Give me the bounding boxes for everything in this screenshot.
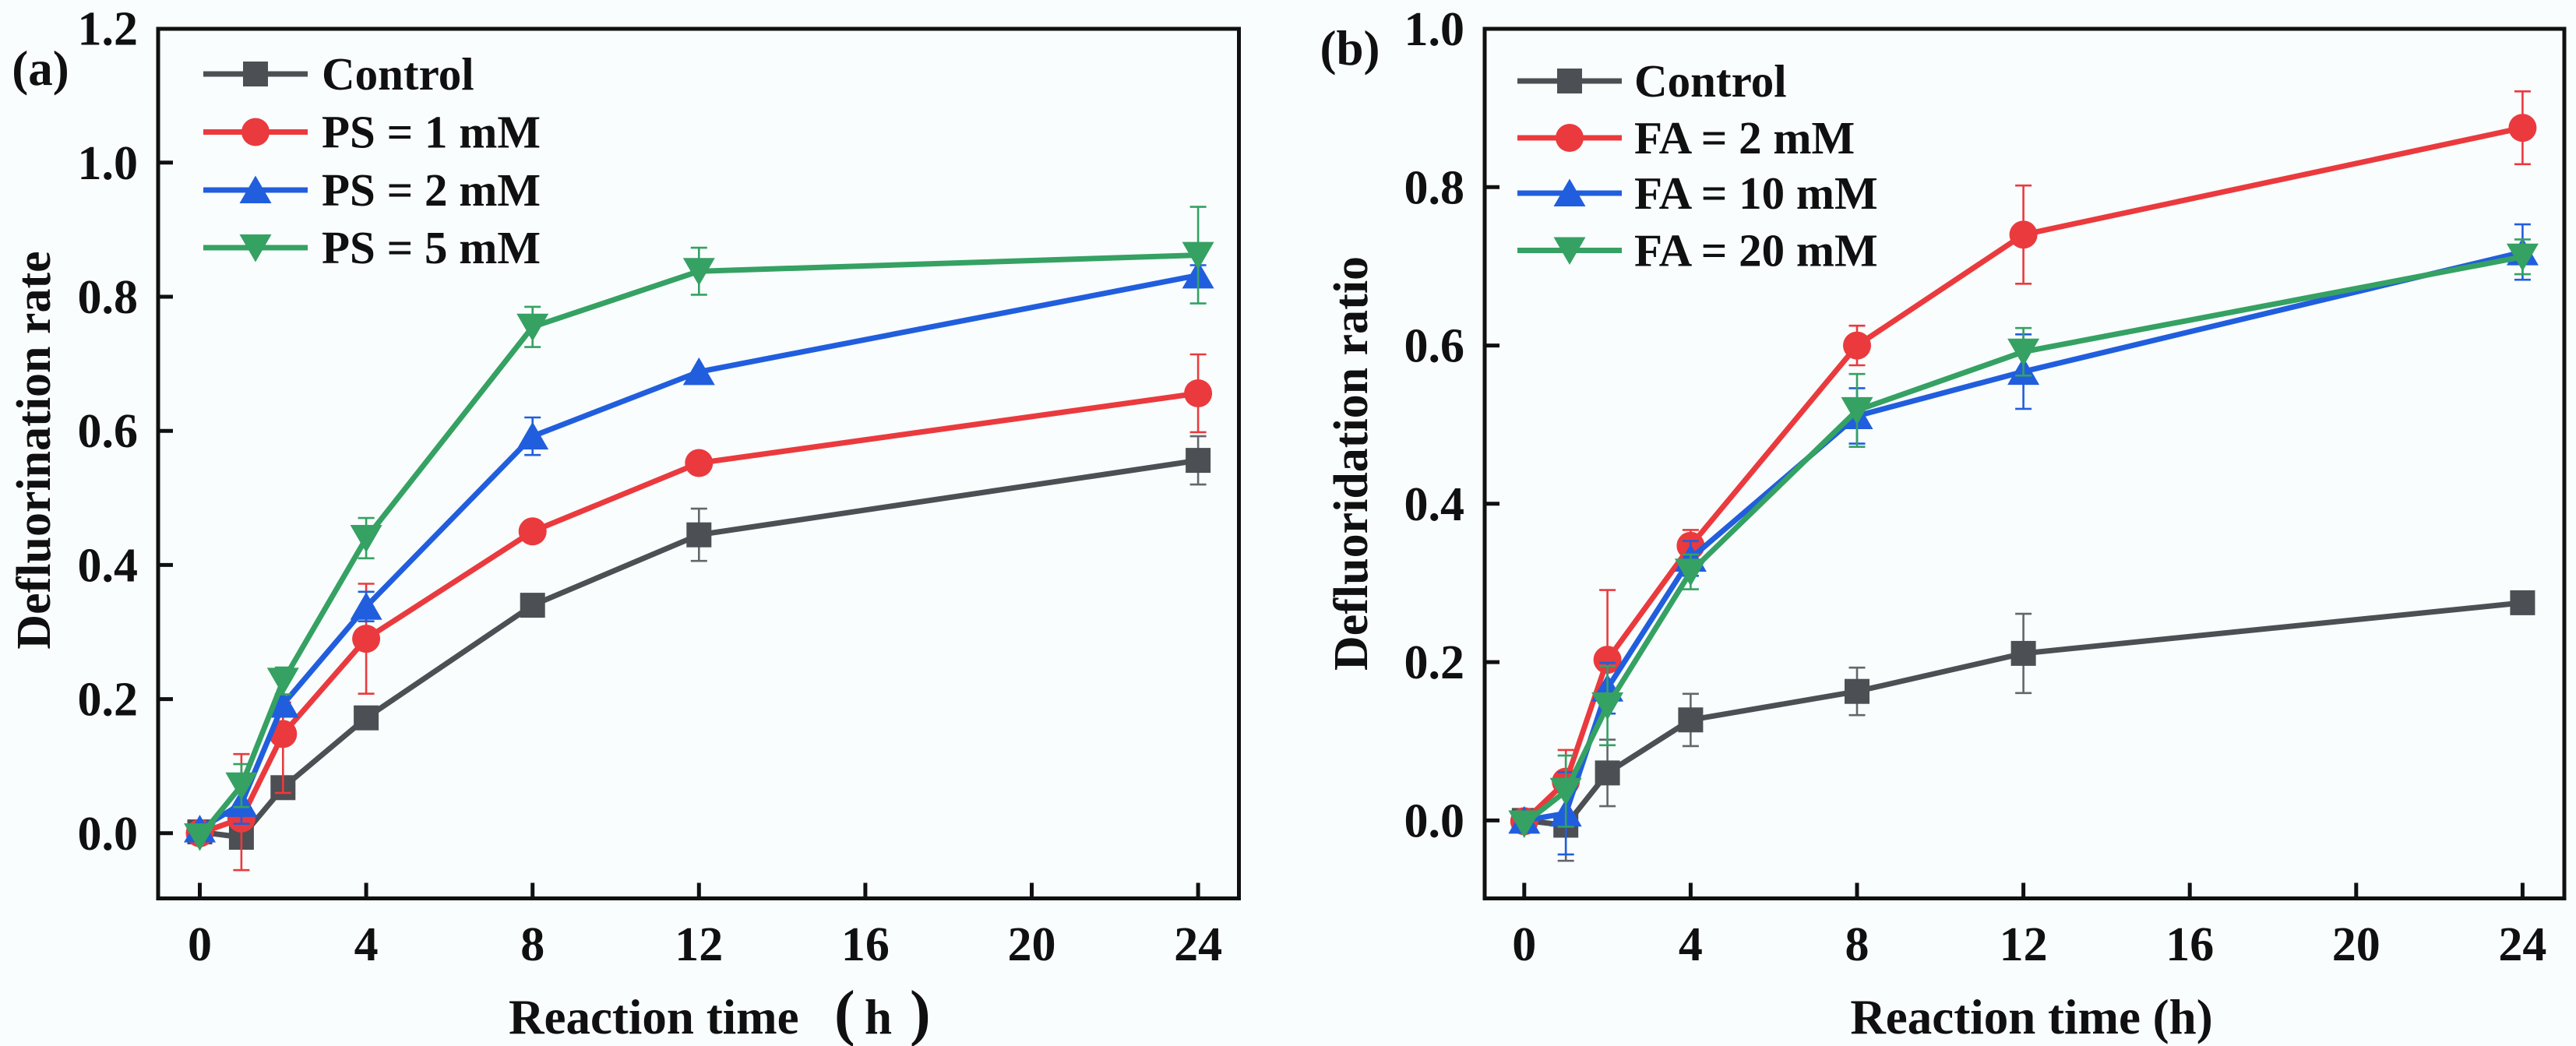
svg-text:0: 0 — [188, 918, 212, 971]
svg-text:FA = 10 mM: FA = 10 mM — [1634, 167, 1878, 219]
svg-text:24: 24 — [1174, 918, 1222, 971]
svg-text:FA = 2 mM: FA = 2 mM — [1634, 112, 1855, 164]
svg-text:0.0: 0.0 — [78, 808, 139, 861]
svg-text:0.2: 0.2 — [1404, 636, 1465, 689]
svg-text:4: 4 — [354, 918, 379, 971]
svg-text:Defluoridation ratio: Defluoridation ratio — [1325, 256, 1378, 671]
svg-text:0.2: 0.2 — [78, 674, 139, 727]
svg-text:1.0: 1.0 — [1404, 3, 1465, 56]
svg-text:0.0: 0.0 — [1404, 794, 1465, 847]
svg-text:16: 16 — [2165, 918, 2214, 971]
svg-text:(a): (a) — [12, 41, 69, 96]
svg-text:20: 20 — [2332, 918, 2380, 971]
svg-text:PS = 2 mM: PS = 2 mM — [322, 164, 541, 216]
svg-text:12: 12 — [2000, 918, 2048, 971]
svg-text:4: 4 — [1679, 918, 1703, 971]
svg-text:0.6: 0.6 — [78, 405, 139, 458]
svg-text:): ) — [910, 979, 931, 1046]
svg-text:12: 12 — [675, 918, 723, 971]
svg-text:Control: Control — [1634, 55, 1787, 107]
svg-text:Reaction time (h): Reaction time (h) — [1850, 990, 2212, 1044]
svg-text:16: 16 — [841, 918, 890, 971]
svg-text:0.8: 0.8 — [78, 271, 139, 324]
svg-text:0.6: 0.6 — [1404, 320, 1465, 373]
svg-text:Defluorination rate: Defluorination rate — [8, 251, 61, 649]
svg-text:(b): (b) — [1320, 21, 1380, 76]
svg-text:PS = 1 mM: PS = 1 mM — [322, 107, 541, 158]
svg-text:h: h — [865, 990, 892, 1044]
svg-text:Reaction time: Reaction time — [509, 990, 799, 1044]
svg-text:0.4: 0.4 — [78, 539, 139, 592]
svg-text:20: 20 — [1008, 918, 1056, 971]
svg-text:0.4: 0.4 — [1404, 478, 1465, 531]
svg-text:(: ( — [834, 979, 855, 1046]
svg-text:8: 8 — [1845, 918, 1869, 971]
svg-text:FA = 20 mM: FA = 20 mM — [1634, 225, 1878, 276]
svg-text:1.2: 1.2 — [78, 3, 139, 56]
svg-text:8: 8 — [520, 918, 544, 971]
svg-text:24: 24 — [2498, 918, 2546, 971]
svg-text:0: 0 — [1512, 918, 1536, 971]
svg-text:0.8: 0.8 — [1404, 161, 1465, 214]
svg-text:PS = 5 mM: PS = 5 mM — [322, 222, 541, 273]
svg-text:1.0: 1.0 — [78, 137, 139, 190]
svg-text:Control: Control — [322, 48, 474, 100]
